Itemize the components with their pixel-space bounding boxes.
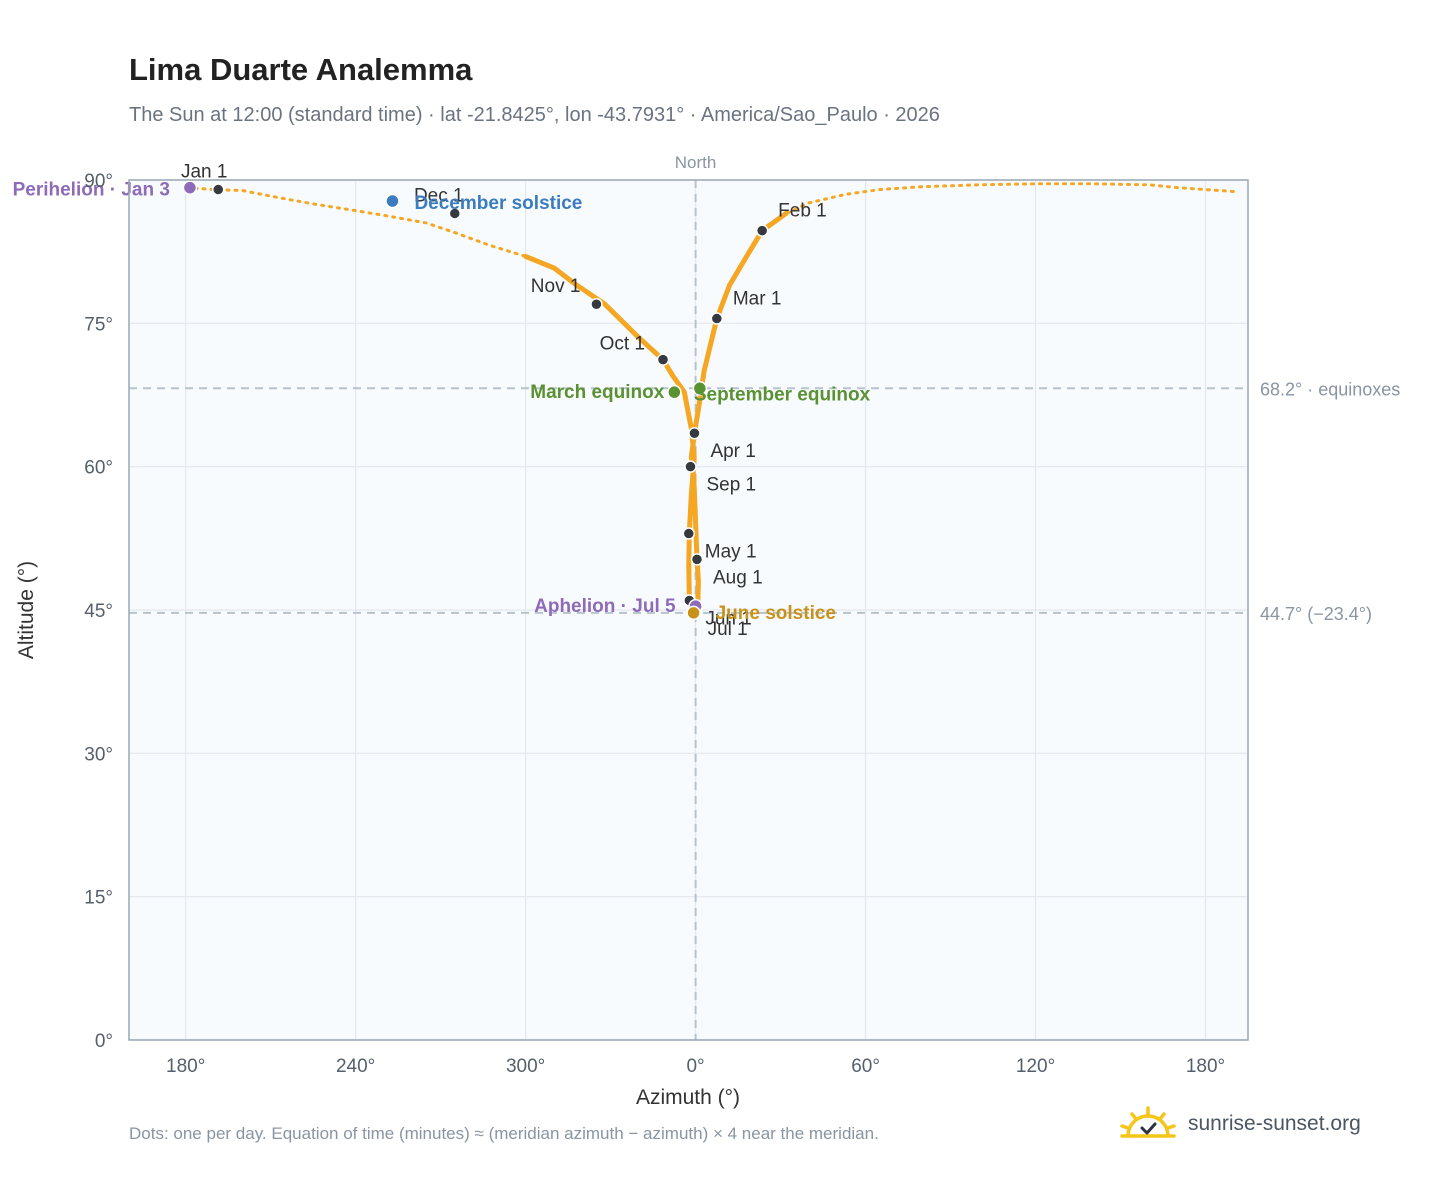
month-dot	[688, 426, 701, 440]
y-tick-label: 45°	[84, 601, 113, 622]
reference-line-label: 44.7° (−23.4°)	[1260, 604, 1372, 624]
event-label: Perihelion · Jan 3	[13, 180, 170, 201]
y-tick-label: 75°	[84, 314, 113, 335]
brand-name: sunrise-sunset.org	[1188, 1112, 1361, 1135]
month-label: Apr 1	[710, 441, 755, 462]
event-label: June solstice	[716, 603, 836, 624]
event-label: Aphelion · Jul 5	[534, 596, 676, 617]
event-label: September equinox	[694, 384, 871, 405]
event-label: December solstice	[414, 193, 582, 214]
reference-line-label: 68.2° · equinoxes	[1260, 379, 1400, 399]
x-axis-label: Azimuth (°)	[636, 1086, 740, 1109]
event-dot	[686, 605, 701, 621]
y-tick-label: 30°	[84, 744, 113, 765]
meridian-label: North	[675, 153, 717, 172]
month-dot	[656, 353, 670, 366]
x-tick-label: 240°	[336, 1056, 375, 1077]
month-dot	[755, 224, 769, 237]
axes: 180° 240° 300° 0° 60° 120° 180° 0° 15° 30° 45° 60° 7…	[84, 153, 1400, 1077]
month-label: Sep 1	[706, 475, 756, 496]
x-tick-label: 180°	[1186, 1056, 1225, 1077]
y-tick-label: 60°	[84, 458, 113, 479]
event-label: March equinox	[530, 382, 665, 403]
sun-check-icon	[1120, 1106, 1176, 1138]
footnote: Dots: one per day. Equation of time (min…	[129, 1124, 879, 1143]
month-label: May 1	[705, 542, 757, 563]
month-label: Nov 1	[531, 276, 581, 297]
month-label: Jul 1	[708, 619, 748, 640]
x-tick-label: 120°	[1016, 1056, 1055, 1077]
month-dot	[690, 553, 704, 566]
y-tick-label: 0°	[95, 1031, 113, 1052]
event-dot	[667, 384, 682, 400]
x-tick-label: 60°	[851, 1056, 880, 1077]
x-tick-label: 300°	[506, 1056, 545, 1077]
chart-subtitle: The Sun at 12:00 (standard time) · lat -…	[129, 104, 940, 126]
event-markers: Perihelion · Jan 3 December solstice March…	[13, 180, 871, 624]
y-tick-label: 15°	[84, 888, 113, 909]
x-tick-label: 0°	[686, 1056, 704, 1077]
y-tick-label: 90°	[84, 171, 113, 192]
event-dot	[182, 180, 198, 195]
event-dot	[385, 193, 400, 209]
chart-title: Lima Duarte Analemma	[129, 52, 473, 87]
month-dot	[590, 297, 603, 311]
plot-frame	[128, 179, 1249, 1041]
month-dot	[211, 183, 225, 196]
month-label: Aug 1	[713, 567, 763, 588]
month-label: Dec 1	[414, 185, 464, 206]
y-axis-label: Altitude (°)	[15, 561, 38, 659]
month-label: Mar 1	[733, 289, 782, 310]
x-tick-label: 180°	[166, 1056, 205, 1077]
month-dot	[710, 312, 724, 325]
month-dot	[682, 527, 696, 540]
month-label: Oct 1	[600, 334, 645, 355]
reference-lines	[129, 180, 1248, 1040]
brand[interactable]: sunrise-sunset.org	[1120, 1102, 1361, 1146]
month-label: Jun 1	[705, 608, 751, 629]
month-dot	[684, 460, 697, 473]
month-label: Jan 1	[181, 162, 227, 183]
event-dot	[692, 381, 708, 396]
month-dot	[448, 207, 462, 220]
month-label: Feb 1	[778, 201, 827, 222]
